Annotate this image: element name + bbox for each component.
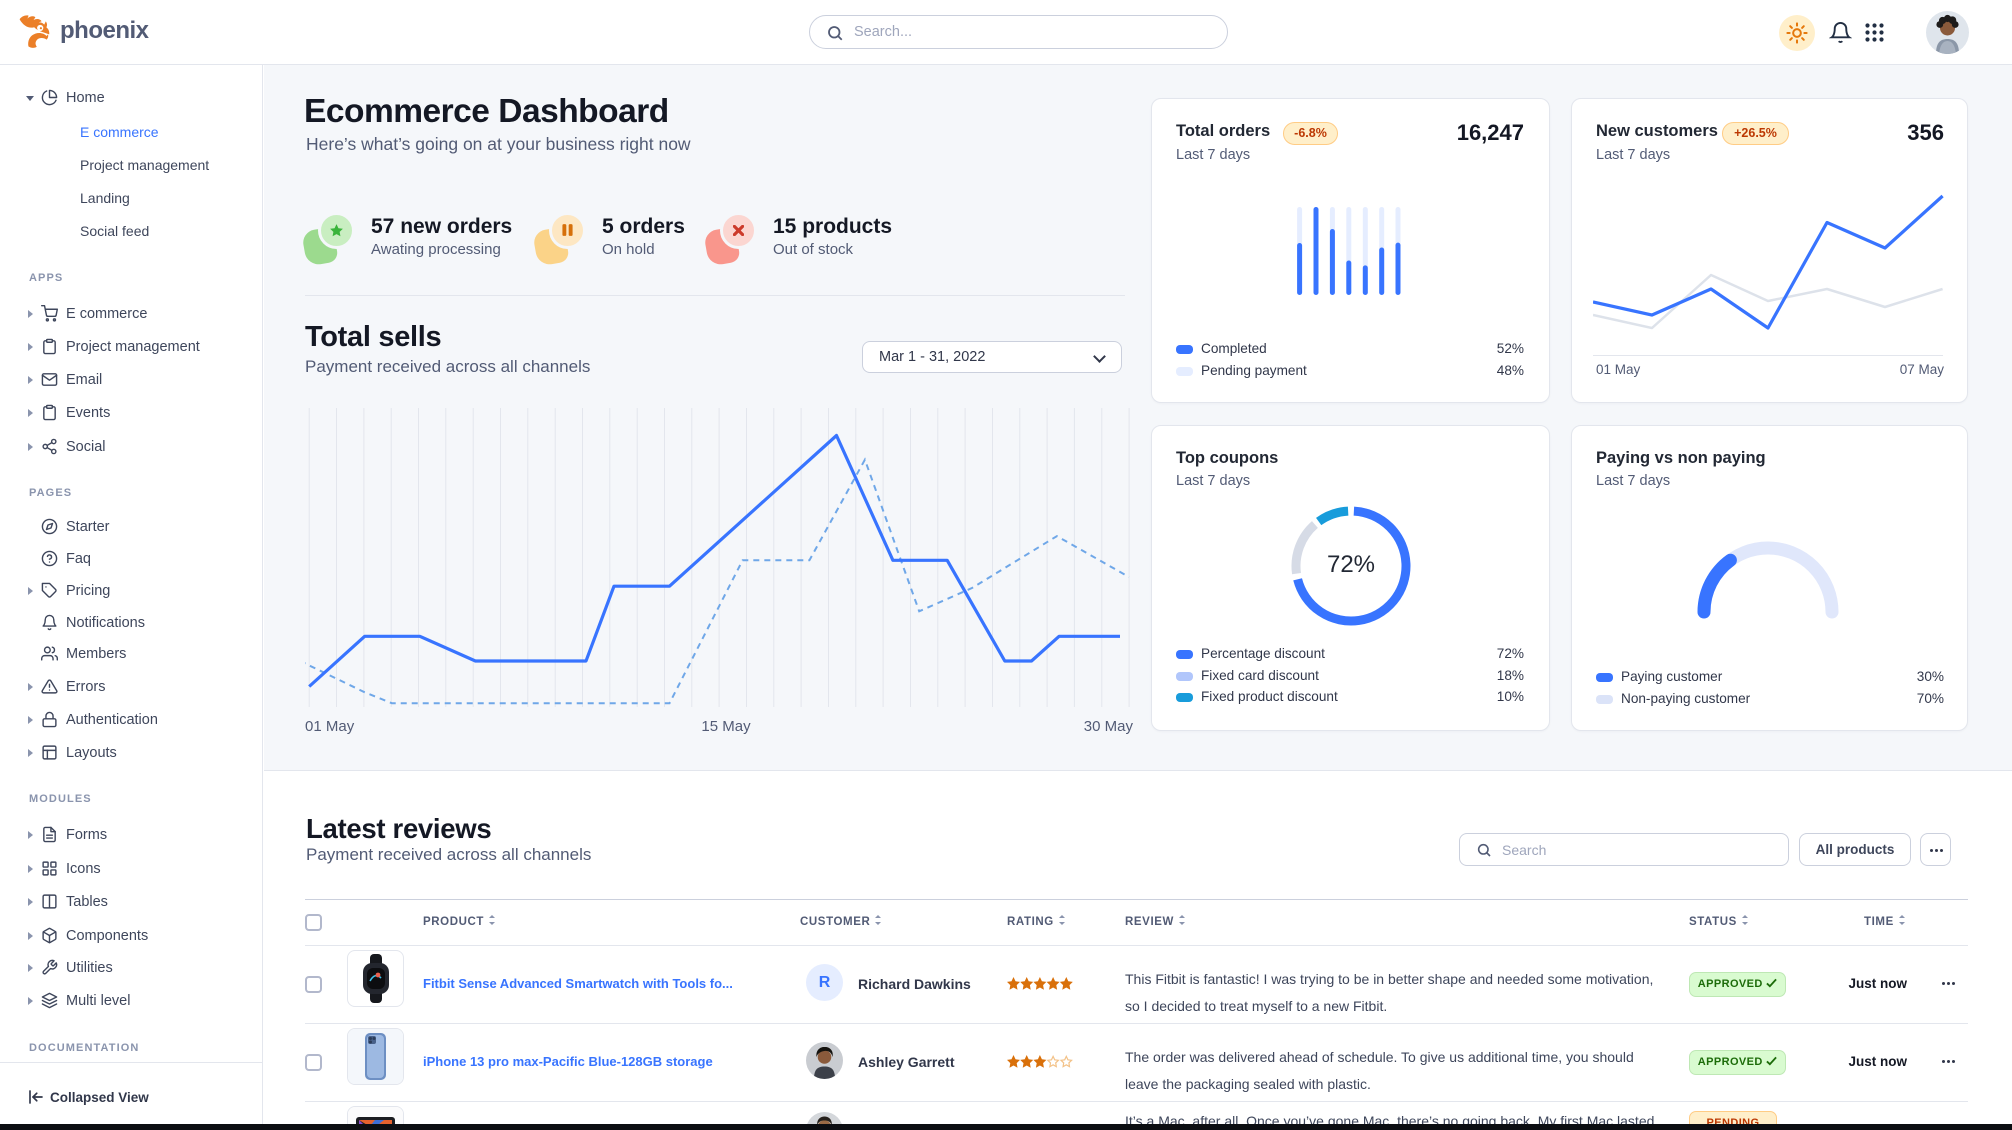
svg-text:01 May: 01 May [305,718,355,735]
svg-text:15 May: 15 May [701,718,751,735]
svg-text:30 May: 30 May [1084,718,1134,735]
